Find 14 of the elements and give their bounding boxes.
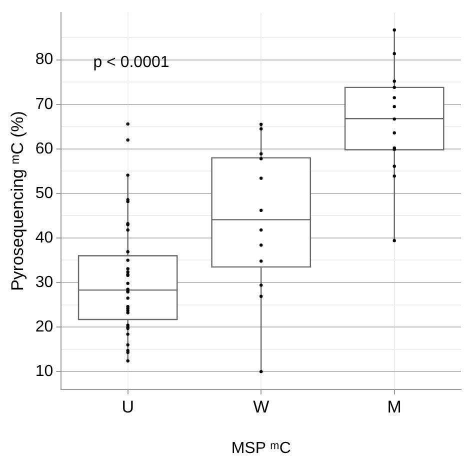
y-tick-label: 10 — [35, 362, 54, 380]
y-tick-label: 20 — [35, 318, 54, 336]
y-tick-label: 50 — [35, 184, 54, 202]
x-tick-label: W — [253, 397, 270, 416]
y-tick-label: 60 — [35, 140, 54, 158]
annotation: p < 0.0001 — [93, 54, 170, 72]
x-axis-title: MSP ᵐC — [231, 440, 291, 457]
y-tick-label: 80 — [35, 51, 54, 68]
x-tick-label: M — [387, 397, 402, 416]
x-tick-label: U — [122, 397, 134, 416]
y-tick-label: 70 — [35, 96, 54, 113]
y-axis-title: Pyrosequencing ᵐC (%) — [8, 111, 27, 291]
y-tick-label: 40 — [35, 229, 54, 246]
y-tick-label: 30 — [35, 274, 54, 291]
